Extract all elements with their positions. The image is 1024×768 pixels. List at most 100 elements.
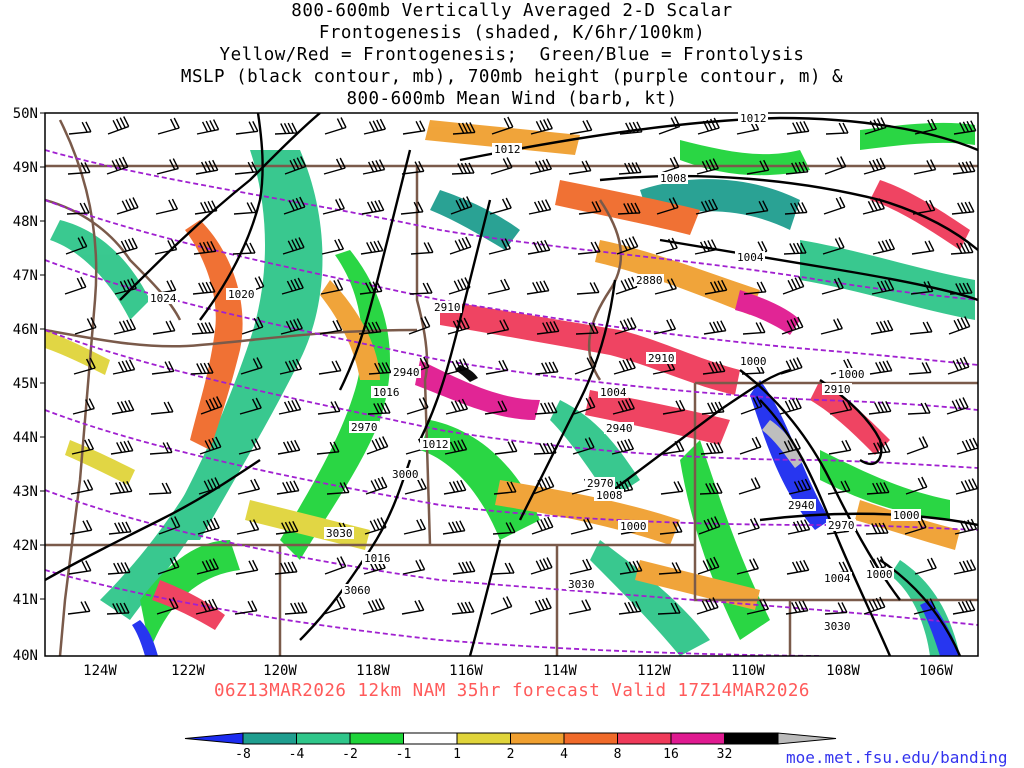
- wind-barb: [193, 240, 217, 255]
- wind-barb: [196, 119, 220, 135]
- wind-barb: [947, 356, 970, 375]
- wind-barb: [785, 600, 809, 615]
- lat-label: 42N: [13, 538, 38, 554]
- height-label: 3060: [344, 584, 371, 597]
- wind-barb: [320, 279, 344, 295]
- colorbar-low-triangle: [184, 732, 244, 745]
- wind-barb: [280, 318, 303, 335]
- colorbar-swatch: [510, 732, 565, 745]
- lat-label: 45N: [13, 376, 38, 392]
- wind-barb: [67, 600, 91, 615]
- wind-barb: [695, 198, 719, 215]
- wind-barb: [365, 476, 388, 495]
- height-label: 2910: [434, 301, 461, 314]
- wind-barb: [149, 442, 173, 455]
- wind-barb: [366, 436, 389, 455]
- wind-barb: [113, 318, 137, 335]
- wind-barb: [404, 478, 427, 495]
- wind-barb: [157, 117, 180, 135]
- wind-barb: [569, 119, 593, 135]
- wind-barb: [617, 202, 641, 215]
- wind-barb: [67, 162, 91, 175]
- wind-barb: [451, 162, 475, 175]
- lat-label: 48N: [13, 214, 38, 230]
- wind-barb: [108, 521, 132, 535]
- wind-barb: [362, 159, 386, 175]
- wind-barb: [233, 202, 257, 215]
- lat-label: 49N: [13, 160, 38, 176]
- wind-barb: [533, 442, 557, 455]
- wind-barb: [367, 402, 391, 415]
- wind-barb: [536, 320, 560, 335]
- isobar-label: 1000: [838, 368, 865, 381]
- wind-barb: [235, 120, 259, 135]
- wind-barb: [316, 441, 340, 455]
- wind-barb: [446, 358, 469, 375]
- height-label: 2880: [636, 274, 663, 287]
- wind-barb: [318, 360, 342, 375]
- isobar-label: 1008: [596, 489, 623, 502]
- wind-barb: [65, 236, 88, 255]
- wind-barb: [362, 598, 385, 615]
- wind-barb: [949, 282, 973, 295]
- isobar-label: 1020: [228, 288, 255, 301]
- colorbar-label: -4: [289, 747, 305, 762]
- wind-barb: [403, 518, 427, 535]
- longitude-labels: 124W 122W 120W 118W 116W 114W 112W 110W …: [83, 663, 953, 679]
- wind-barb: [956, 437, 978, 455]
- colorbar-swatch: [617, 732, 672, 745]
- wind-barb: [616, 236, 639, 255]
- wind-barb: [192, 281, 216, 295]
- lon-label: 110W: [731, 663, 765, 679]
- title-line-2: Frontogenesis (shaded, K/6hr/100km): [318, 23, 706, 43]
- wind-barb: [240, 357, 263, 375]
- lon-label: 112W: [637, 663, 671, 679]
- title-block: 800-600mb Vertically Averaged 2-D Scalar…: [0, 0, 1024, 110]
- wind-barb: [490, 157, 513, 175]
- wind-barb: [323, 596, 346, 615]
- height-label: 3030: [824, 620, 851, 633]
- wind-barb: [696, 158, 719, 175]
- credit-link[interactable]: moe.met.fsu.edu/banding: [786, 748, 1008, 767]
- wind-barb: [493, 481, 517, 495]
- wind-barb: [950, 242, 974, 255]
- wind-barb: [619, 560, 643, 575]
- wind-barb: [324, 556, 347, 575]
- height-label: 2940: [393, 366, 420, 379]
- isobar-label: 1012: [740, 112, 767, 125]
- wind-barb: [284, 156, 307, 175]
- wind-barb: [526, 280, 550, 295]
- wind-barb: [282, 237, 305, 255]
- wind-barb: [487, 278, 511, 295]
- wind-barb: [112, 359, 136, 375]
- wind-barb: [281, 277, 304, 295]
- height-contours: [45, 149, 978, 656]
- lon-label: 114W: [543, 663, 577, 679]
- wind-barb: [319, 319, 343, 335]
- wind-barb: [577, 241, 601, 255]
- wind-barb: [444, 439, 468, 455]
- wind-barb: [64, 276, 87, 295]
- wind-barb: [234, 600, 258, 615]
- wind-barb: [698, 516, 721, 535]
- wind-barb: [829, 399, 853, 415]
- wind-barb: [445, 398, 469, 415]
- lon-label: 118W: [356, 663, 390, 679]
- colorbar: -8 -4 -2 -1 1 2 4 8 16 32: [184, 732, 837, 762]
- wind-barb: [107, 116, 130, 135]
- wind-barb: [863, 157, 886, 175]
- wind-barb: [739, 436, 762, 455]
- wind-barb: [447, 317, 470, 335]
- height-label: 2970: [828, 519, 855, 532]
- frontogenesis-shading: [45, 120, 975, 656]
- isobar-label: 1004: [600, 386, 627, 399]
- wind-barb: [779, 397, 802, 415]
- wind-barb: [489, 197, 512, 215]
- wind-barb: [786, 120, 810, 135]
- wind-barb: [780, 357, 803, 375]
- wind-barb: [401, 160, 425, 175]
- wind-barb: [866, 482, 890, 495]
- wind-barb: [786, 559, 810, 575]
- wind-barb: [534, 402, 558, 415]
- wind-barb: [820, 318, 843, 335]
